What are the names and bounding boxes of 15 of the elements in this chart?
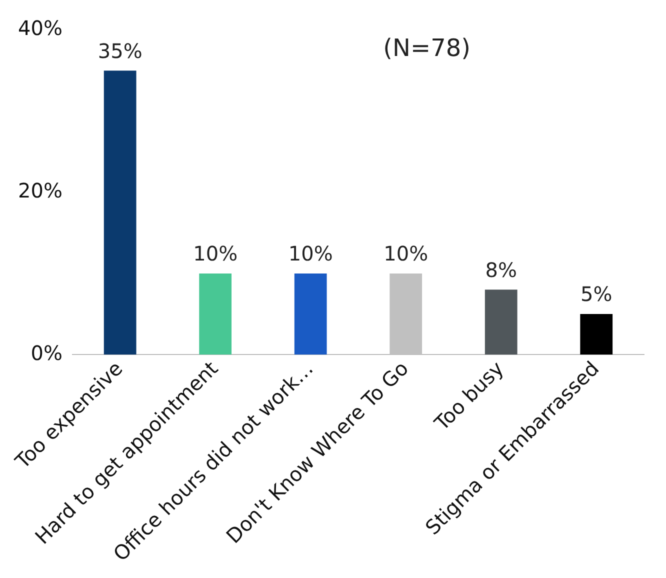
bar [484, 290, 518, 355]
bar [294, 273, 327, 355]
y-tick-label: 40% [18, 16, 62, 40]
data-label: 35% [98, 38, 142, 63]
y-tick-label: 20% [18, 178, 62, 202]
bar [580, 314, 613, 355]
bar [104, 70, 136, 355]
data-label: 10% [384, 242, 428, 266]
bar [199, 273, 232, 355]
data-label: 8% [485, 258, 517, 282]
data-label: 10% [193, 242, 238, 266]
data-label: 5% [580, 282, 612, 306]
y-tick-label: 0% [30, 340, 62, 365]
data-label: 10% [288, 242, 333, 266]
annotation: (N=78) [383, 34, 470, 62]
